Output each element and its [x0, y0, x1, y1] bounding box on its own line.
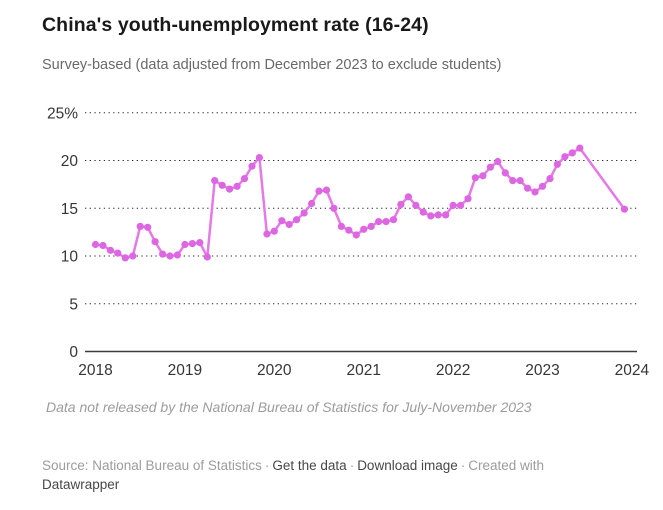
data-point — [330, 204, 338, 212]
data-point — [561, 153, 569, 161]
data-point — [278, 217, 286, 225]
data-point — [449, 201, 457, 209]
data-point — [457, 201, 465, 209]
download-image-link[interactable]: Download image — [357, 458, 458, 473]
data-point — [367, 222, 375, 230]
data-point — [471, 174, 479, 182]
data-point — [121, 254, 129, 262]
data-point — [300, 209, 308, 217]
data-point — [389, 216, 398, 224]
data-point — [270, 227, 278, 235]
data-point — [106, 246, 114, 254]
created-with-label: Created with — [468, 458, 545, 473]
x-tick-label-2024: 2024 — [615, 362, 650, 379]
data-point — [159, 250, 167, 258]
data-point — [427, 212, 435, 220]
data-point — [375, 218, 383, 226]
data-point — [226, 185, 234, 193]
data-point — [501, 169, 509, 177]
data-point — [129, 252, 137, 260]
x-tick-label-2019: 2019 — [168, 362, 202, 379]
data-point — [486, 163, 494, 171]
get-the-data-link[interactable]: Get the data — [272, 458, 347, 473]
data-point — [322, 186, 331, 194]
data-point — [360, 225, 368, 233]
data-point — [151, 238, 159, 246]
data-point — [397, 200, 405, 208]
separator-dot: · — [349, 458, 355, 473]
data-point — [464, 195, 472, 203]
chart-subtitle: Survey-based (data adjusted from Decembe… — [42, 57, 502, 73]
data-point — [479, 172, 487, 180]
y-tick-label-0: 0 — [69, 344, 78, 361]
chart-title: China's youth-unemployment rate (16-24) — [42, 14, 429, 36]
data-point — [263, 230, 271, 238]
data-point — [404, 193, 412, 201]
data-point — [412, 201, 420, 209]
data-point — [442, 211, 450, 219]
x-tick-label-2020: 2020 — [257, 362, 292, 379]
data-point — [434, 211, 442, 219]
data-point — [255, 154, 263, 162]
data-point — [136, 222, 144, 230]
x-tick-label-2018: 2018 — [78, 362, 112, 379]
data-point — [211, 177, 219, 185]
data-point — [203, 253, 211, 261]
data-point — [315, 187, 323, 195]
data-point — [240, 175, 249, 183]
data-point — [546, 175, 554, 183]
y-tick-label-15: 15 — [61, 201, 78, 218]
data-point — [218, 181, 226, 189]
data-point — [382, 218, 390, 226]
data-point — [293, 216, 301, 224]
y-tick-label-5: 5 — [69, 296, 78, 313]
data-point — [620, 205, 629, 213]
data-point — [196, 239, 204, 247]
separator-dot: · — [460, 458, 466, 473]
data-point — [538, 182, 547, 190]
data-point — [337, 222, 345, 230]
x-tick-label-2022: 2022 — [436, 362, 470, 379]
data-point — [516, 177, 524, 185]
data-point — [494, 157, 502, 166]
source-label: Source: National Bureau of Statistics — [42, 458, 262, 473]
y-tick-label-25: 25% — [47, 105, 78, 122]
data-point — [524, 184, 532, 192]
data-point — [509, 177, 517, 185]
x-tick-label-2021: 2021 — [346, 362, 380, 379]
data-point — [173, 251, 181, 259]
series-line — [94, 146, 626, 260]
data-point — [91, 240, 100, 249]
data-point — [285, 220, 293, 229]
separator-dot: · — [264, 458, 270, 473]
data-point — [144, 223, 152, 231]
data-point — [181, 240, 189, 249]
data-point — [531, 188, 539, 196]
y-tick-label-10: 10 — [61, 249, 79, 266]
data-point — [233, 182, 241, 190]
x-tick-label-2023: 2023 — [525, 362, 559, 379]
data-point — [345, 226, 353, 234]
source-line: Source: National Bureau of Statistics · Ge… — [42, 456, 638, 494]
data-point — [352, 231, 360, 239]
data-point — [188, 240, 196, 248]
datawrapper-link[interactable]: Datawrapper — [42, 477, 120, 492]
data-point — [99, 241, 107, 250]
data-point — [419, 208, 427, 216]
y-tick-label-20: 20 — [61, 153, 79, 170]
data-point — [248, 162, 256, 170]
data-point — [576, 144, 584, 152]
data-point — [166, 252, 174, 260]
data-point — [308, 199, 316, 208]
chart-footnote: Data not released by the National Bureau… — [46, 399, 532, 415]
data-point — [114, 249, 122, 257]
data-point — [568, 149, 576, 157]
data-point — [553, 160, 562, 168]
